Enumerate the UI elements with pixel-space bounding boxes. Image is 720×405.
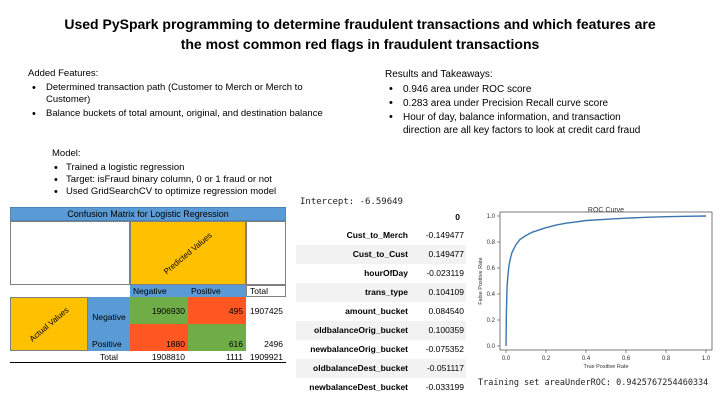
feature-name: hourOfDay <box>364 268 408 278</box>
bottom-rule <box>10 362 286 363</box>
list-item: Hour of day, balance information, and tr… <box>385 111 650 137</box>
roc-chart: ROC Curve 0.0 0.2 0.4 0.6 0.8 1.0 0.0 0.2 0.4 0.6 0… <box>476 202 716 400</box>
feature-name: amount_bucket <box>345 306 408 316</box>
feature-coefficient: 0.104109 <box>428 287 464 297</box>
results-section: Results and Takeaways: 0.946 area under … <box>385 68 650 138</box>
predicted-values-label: Predicted Values <box>162 230 214 276</box>
empty-top-right <box>246 221 286 285</box>
negative-total-cell: 1907425 <box>249 305 283 316</box>
table-row: Cust_to_Merch -0.149477 <box>296 226 466 245</box>
feature-coefficient: 0.149477 <box>428 249 464 259</box>
y-axis-label: False Positive Rate <box>478 257 484 304</box>
table-row: oldbalanceOrig_bucket 0.100359 <box>296 321 466 340</box>
predicted-values-header: Predicted Values <box>130 221 246 285</box>
confusion-matrix: Confusion Matrix for Logistic Regression… <box>10 207 286 363</box>
list-item: Trained a logistic regression <box>52 162 352 174</box>
list-item: Target: isFraud binary column, 0 or 1 fr… <box>52 174 352 186</box>
feature-name: oldbalanceDest_bucket <box>313 363 408 373</box>
table-row: Cust_to_Cust 0.149477 <box>296 245 466 264</box>
feature-name: newbalanceDest_bucket <box>309 382 408 392</box>
list-item: Determined transaction path (Customer to… <box>28 82 348 106</box>
row-negative-header: Negative <box>88 297 130 337</box>
x-tick-label: 0.2 <box>542 356 551 362</box>
col-total-header: Total <box>246 285 286 297</box>
y-tick-label: 0.0 <box>487 344 496 350</box>
table-row: newbalanceDest_bucket -0.033199 <box>296 378 466 397</box>
x-axis-label: True Positive Rate <box>583 364 628 370</box>
x-tick-label: 1.0 <box>702 356 711 362</box>
added-features-section: Added Features: Determined transaction p… <box>28 68 348 122</box>
y-tick-label: 0.2 <box>487 318 496 324</box>
true-negative-cell: 1906930 <box>130 297 188 324</box>
x-tick-label: 0.4 <box>582 356 591 362</box>
confusion-matrix-title: Confusion Matrix for Logistic Regression <box>10 207 286 221</box>
x-tick-label: 0.0 <box>502 356 511 362</box>
feature-coefficient: -0.023119 <box>426 268 464 278</box>
added-features-heading: Added Features: <box>28 68 99 79</box>
coefficient-column-header: 0 <box>455 212 460 222</box>
feature-coefficient: -0.149477 <box>425 230 464 240</box>
list-item: Used GridSearchCV to optimize regression… <box>52 186 352 198</box>
added-features-list: Determined transaction path (Customer to… <box>28 82 348 120</box>
x-tick-label: 0.8 <box>662 356 671 362</box>
row-positive-header: Positive <box>88 337 130 351</box>
feature-name: Cust_to_Cust <box>352 249 408 259</box>
y-tick-label: 0.6 <box>487 266 496 272</box>
coefficient-table: 0 Cust_to_Merch -0.149477 Cust_to_Cust 0.14… <box>296 208 466 397</box>
feature-coefficient: -0.075352 <box>425 344 464 354</box>
plot-frame <box>499 211 713 351</box>
feature-name: newbalanceOrig_bucket <box>310 344 408 354</box>
false-positive-cell: 495 <box>188 297 246 324</box>
pred-positive-total-cell: 1111 <box>225 351 243 362</box>
y-tick-label: 1.0 <box>487 214 496 220</box>
feature-coefficient: -0.033199 <box>425 382 464 392</box>
true-positive-cell: 616 <box>188 324 246 351</box>
model-list: Trained a logistic regression Target: is… <box>52 162 352 198</box>
col-positive-header: Positive <box>188 285 246 297</box>
feature-coefficient: 0.084540 <box>428 306 464 316</box>
feature-coefficient: -0.051117 <box>426 363 464 373</box>
feature-name: oldbalanceOrig_bucket <box>314 325 408 335</box>
empty-corner <box>10 221 130 285</box>
y-tick-label: 0.8 <box>487 240 496 246</box>
col-negative-header: Negative <box>130 285 188 297</box>
actual-values-label: Actual Values <box>27 305 71 343</box>
training-auc-text: Training set areaUnderROC: 0.94257672544… <box>478 378 709 388</box>
row-total-header: Total <box>100 351 118 362</box>
table-row: trans_type 0.104109 <box>296 283 466 302</box>
roc-svg: ROC Curve 0.0 0.2 0.4 0.6 0.8 1.0 0.0 0.2 0.4 0.6 0… <box>478 207 713 370</box>
chart-title: ROC Curve <box>588 207 624 214</box>
intercept-text: Intercept: -6.59649 <box>300 197 403 207</box>
table-row: amount_bucket 0.084540 <box>296 302 466 321</box>
page-title: Used PySpark programming to determine fr… <box>64 16 656 52</box>
model-section: Model: Trained a logistic regression Tar… <box>52 148 352 198</box>
false-negative-cell: 1880 <box>130 324 188 351</box>
feature-name: Cust_to_Merch <box>346 230 408 240</box>
table-row: newbalanceOrig_bucket -0.075352 <box>296 340 466 359</box>
list-item: Balance buckets of total amount, origina… <box>28 108 348 120</box>
roc-series-line <box>505 215 707 347</box>
list-item: 0.283 area under Precision Recall curve … <box>385 97 650 110</box>
positive-total-cell: 2496 <box>264 339 283 349</box>
results-heading: Results and Takeaways: <box>385 69 493 80</box>
feature-coefficient: 0.100359 <box>428 325 464 335</box>
x-tick-label: 0.6 <box>622 356 631 362</box>
model-heading: Model: <box>52 148 81 159</box>
coefficient-rows: Cust_to_Merch -0.149477 Cust_to_Cust 0.1494… <box>296 226 466 397</box>
pred-negative-total-cell: 1908810 <box>151 351 185 362</box>
grand-total-cell: 1909921 <box>249 351 283 362</box>
results-list: 0.946 area under ROC score 0.283 area un… <box>385 83 650 137</box>
feature-name: trans_type <box>365 287 408 297</box>
list-item: 0.946 area under ROC score <box>385 83 650 96</box>
y-tick-label: 0.4 <box>487 292 496 298</box>
actual-values-header: Actual Values <box>10 297 88 351</box>
table-row: oldbalanceDest_bucket -0.051117 <box>296 359 466 378</box>
table-row: hourOfDay -0.023119 <box>296 264 466 283</box>
